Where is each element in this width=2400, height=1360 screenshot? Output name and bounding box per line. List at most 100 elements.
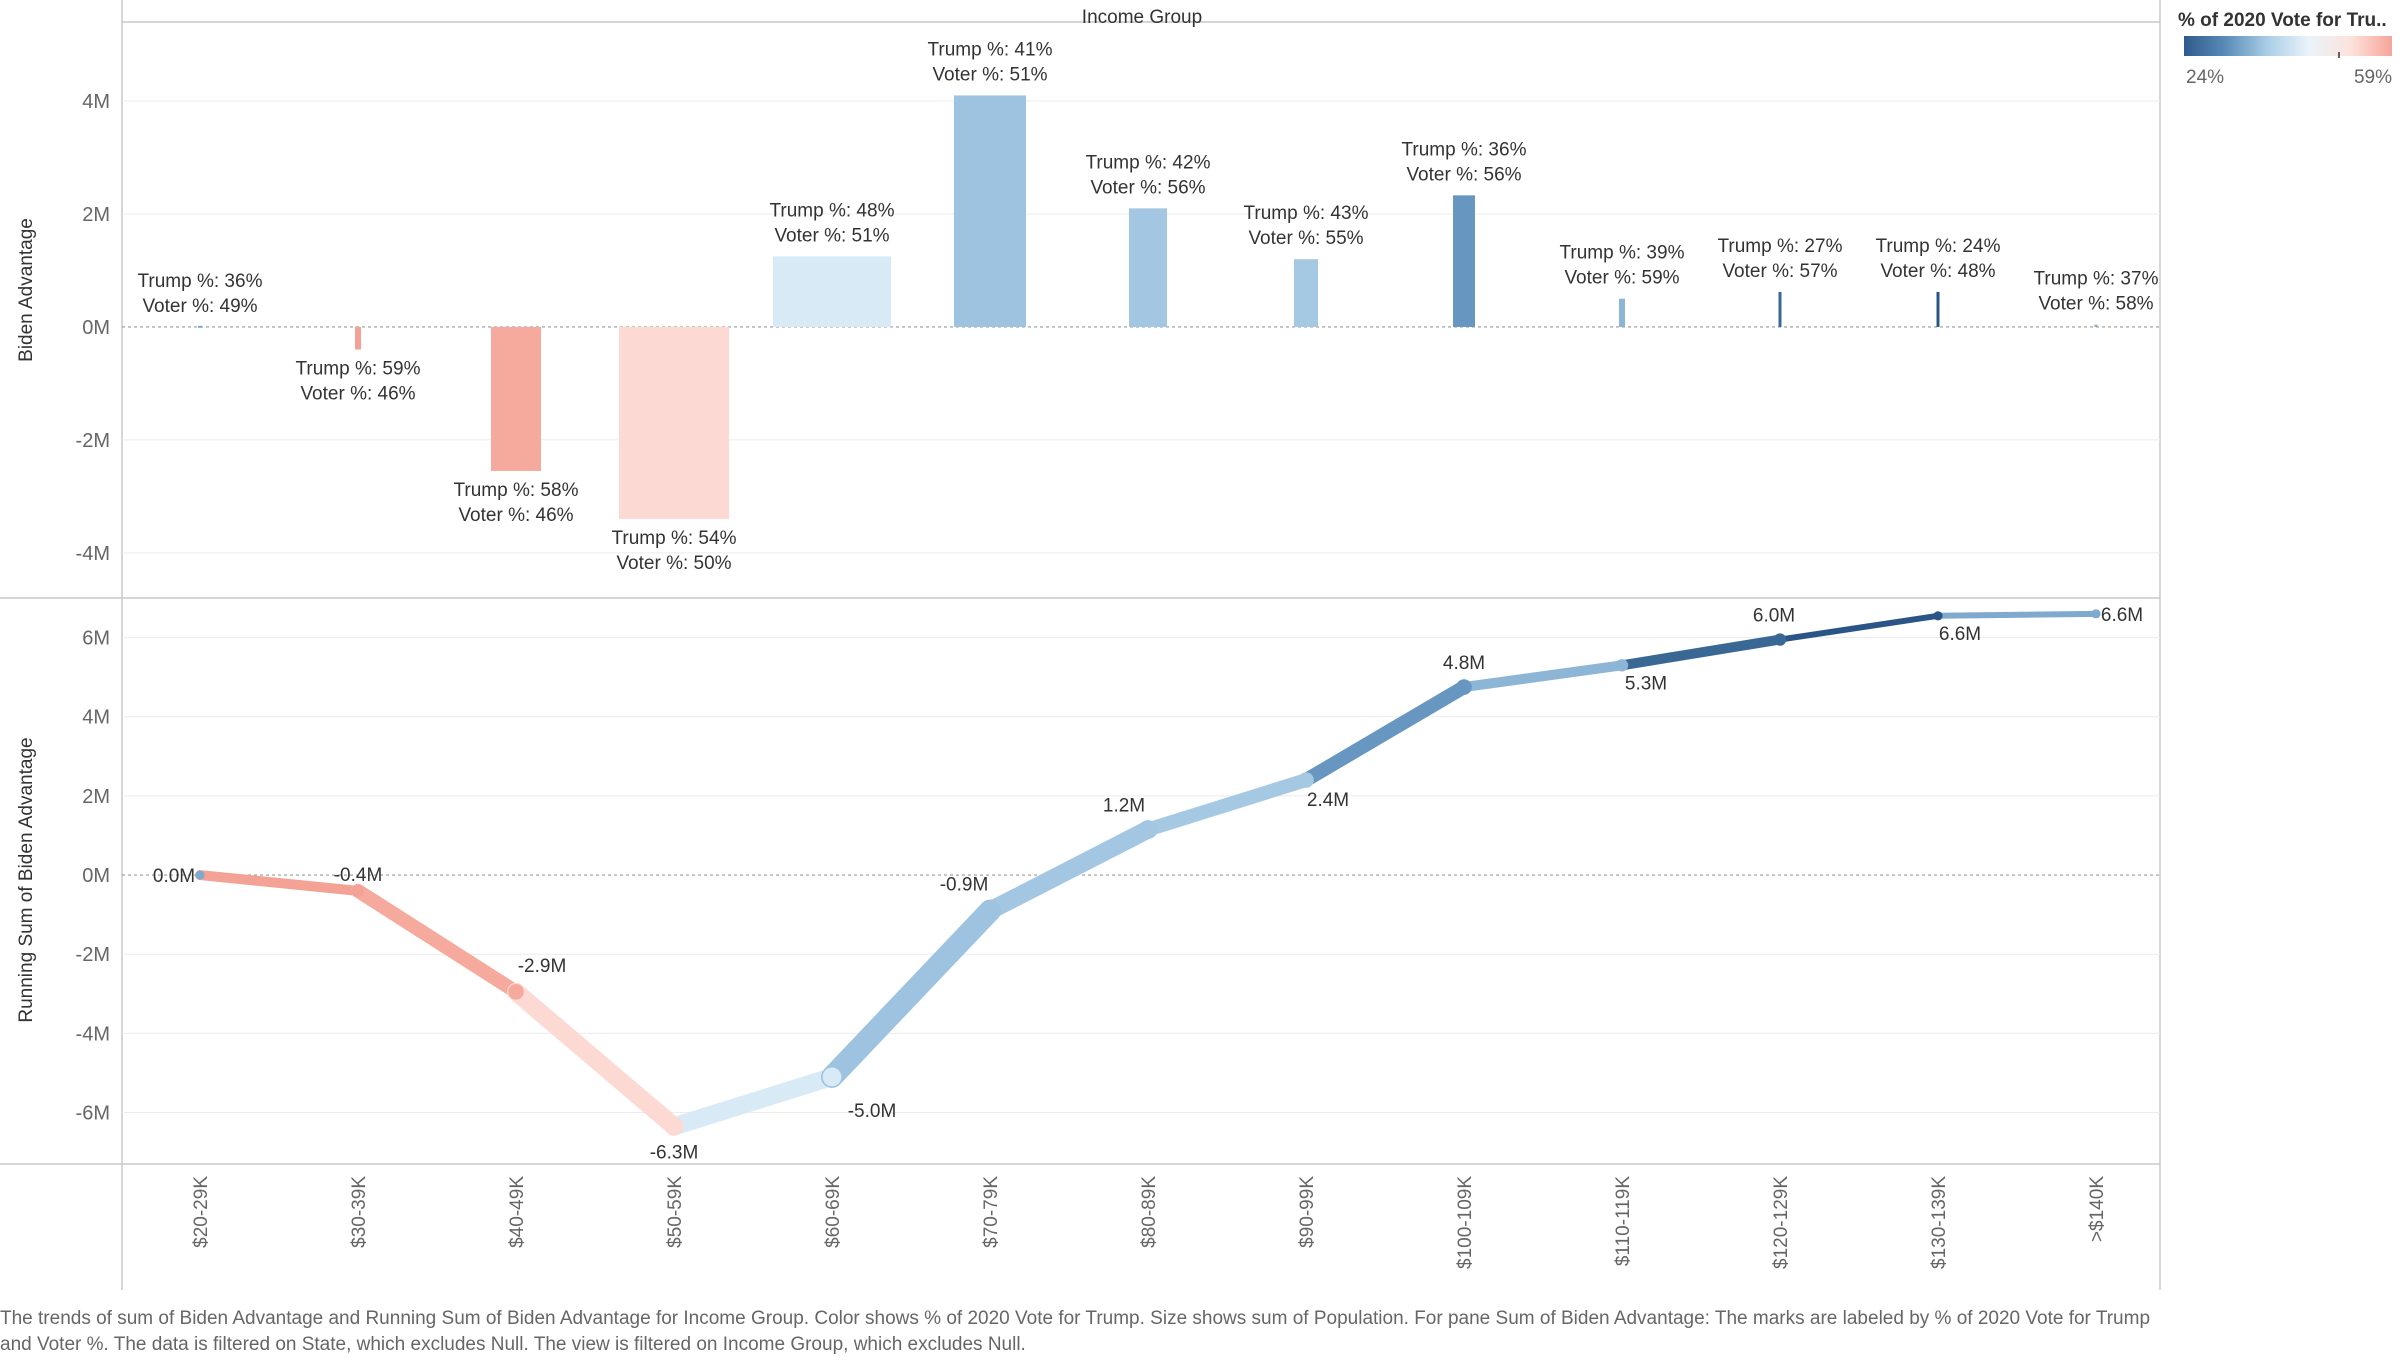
running-sum-line: [195, 609, 2101, 1136]
legend-max-label: 59%: [2354, 67, 2392, 88]
line-segment: [1299, 680, 1471, 788]
bar-label-voter: Voter %: 46%: [458, 505, 573, 526]
bar-labels: Trump %: 36% Voter %: 49% Trump %: 59% Vote…: [138, 39, 2159, 574]
x-tick-label: $70-79K: [981, 1176, 1002, 1248]
bar-label-voter: Voter %: 46%: [300, 384, 415, 405]
y-tick-label: 2M: [82, 204, 110, 226]
line-data-label: 6.6M: [1939, 624, 1981, 645]
bar: [1619, 298, 1625, 327]
line-segment: [1141, 773, 1313, 837]
y-tick-label: 2M: [82, 786, 110, 808]
bar-label-voter: Voter %: 50%: [616, 553, 731, 574]
line-point: [979, 899, 1001, 922]
legend-color-ramp: [2184, 36, 2392, 56]
line-segment: [821, 899, 1001, 1088]
bottom-y-axis: 6M 4M 2M 0M -2M -4M -6M: [76, 628, 110, 1125]
bar: [2094, 324, 2098, 327]
bar-label-voter: Voter %: 59%: [1564, 268, 1679, 289]
bar-label-trump: Trump %: 41%: [928, 39, 1053, 60]
x-tick-label: $60-69K: [823, 1176, 844, 1248]
running-sum-labels: 0.0M -0.4M -2.9M -6.3M -5.0M -0.9M 1.2M 2.4M 4.8…: [153, 605, 2143, 1164]
x-tick-label: $90-99K: [1297, 1176, 1318, 1248]
x-axis-labels: $20-29K $30-39K $40-49K $50-59K $60-69K $70-7…: [191, 1176, 2108, 1269]
bar: [1129, 208, 1167, 327]
x-tick-label: $20-29K: [191, 1176, 212, 1248]
line-segment: [195, 870, 363, 896]
x-tick-label: $120-129K: [1771, 1176, 1792, 1269]
y-tick-label: 4M: [82, 707, 110, 729]
line-point: [1933, 611, 1943, 621]
bar: [1294, 259, 1318, 327]
line-data-label: 6.6M: [2101, 605, 2143, 626]
line-point: [2091, 609, 2101, 619]
x-tick-label: $100-109K: [1455, 1176, 1476, 1269]
y-tick-label: -4M: [76, 543, 110, 565]
bar-label-trump: Trump %: 48%: [770, 200, 895, 221]
bar-label-trump: Trump %: 54%: [612, 528, 737, 549]
y-tick-label: -4M: [76, 1023, 110, 1045]
chart-caption: The trends of sum of Biden Advantage and…: [0, 1308, 2151, 1355]
color-legend: % of 2020 Vote for Tru.. 24% 59%: [2178, 10, 2392, 88]
bar-label-voter: Voter %: 51%: [774, 225, 889, 246]
x-tick-label: >$140K: [2087, 1176, 2108, 1242]
y-tick-label: 0M: [82, 317, 110, 339]
line-data-label: -6.3M: [650, 1142, 699, 1163]
bar-label-trump: Trump %: 36%: [1402, 139, 1527, 160]
line-data-label: -0.9M: [940, 875, 989, 896]
line-segment: [665, 1067, 841, 1136]
legend-min-label: 24%: [2186, 67, 2224, 88]
line-point: [664, 1116, 684, 1136]
y-tick-label: 6M: [82, 628, 110, 650]
bottom-y-axis-title: Running Sum of Biden Advantage: [16, 737, 37, 1022]
x-tick-label: $40-49K: [507, 1176, 528, 1248]
x-tick-label: $110-119K: [1613, 1176, 1634, 1266]
y-tick-label: -6M: [76, 1103, 110, 1125]
top-y-axis: 4M 2M 0M -2M -4M: [76, 91, 110, 565]
bar-label-trump: Trump %: 58%: [454, 480, 579, 501]
chart-frame: [0, 0, 2161, 1290]
line-data-label: 2.4M: [1307, 790, 1349, 811]
line-point: [1456, 679, 1472, 695]
line-data-label: -5.0M: [848, 1101, 897, 1122]
line-segment: [351, 883, 523, 999]
line-segment: [1935, 610, 2099, 619]
y-tick-label: 0M: [82, 865, 110, 887]
line-data-label: -2.9M: [518, 956, 567, 977]
bar-label-voter: Voter %: 56%: [1090, 177, 1205, 198]
line-segment: [1617, 634, 1785, 671]
line-point: [1615, 659, 1629, 672]
bar-label-trump: Trump %: 43%: [1244, 203, 1369, 224]
bar-marks: [198, 95, 2098, 519]
bar-label-trump: Trump %: 42%: [1086, 152, 1211, 173]
legend-title: % of 2020 Vote for Tru..: [2178, 10, 2387, 31]
line-segment: [507, 982, 683, 1136]
bar: [491, 326, 541, 471]
bar: [773, 256, 891, 327]
line-point: [1138, 820, 1158, 839]
bar-label-voter: Voter %: 58%: [2038, 294, 2153, 315]
bar: [198, 325, 202, 328]
bar-label-voter: Voter %: 56%: [1406, 164, 1521, 185]
bar-label-voter: Voter %: 51%: [932, 64, 1047, 85]
line-data-label: 0.0M: [153, 866, 195, 887]
line-segment: [1459, 660, 1627, 693]
line-point: [822, 1067, 842, 1087]
column-header-title: Income Group: [1082, 7, 1202, 28]
line-segment: [981, 820, 1157, 920]
bar-label-trump: Trump %: 27%: [1718, 236, 1843, 257]
line-point: [1298, 772, 1314, 788]
bar-label-trump: Trump %: 36%: [138, 271, 263, 292]
y-tick-label: -2M: [76, 430, 110, 452]
y-tick-label: 4M: [82, 91, 110, 113]
line-data-label: 5.3M: [1625, 673, 1667, 694]
bar: [1778, 291, 1782, 327]
bar: [1936, 291, 1940, 327]
line-point: [351, 884, 365, 898]
line-data-label: 1.2M: [1103, 796, 1145, 817]
line-point: [1773, 633, 1787, 646]
x-tick-label: $50-59K: [665, 1176, 686, 1248]
bar-label-voter: Voter %: 55%: [1248, 228, 1363, 249]
x-tick-label: $80-89K: [1139, 1176, 1160, 1248]
bottom-pane-gridlines: [122, 637, 2160, 1114]
